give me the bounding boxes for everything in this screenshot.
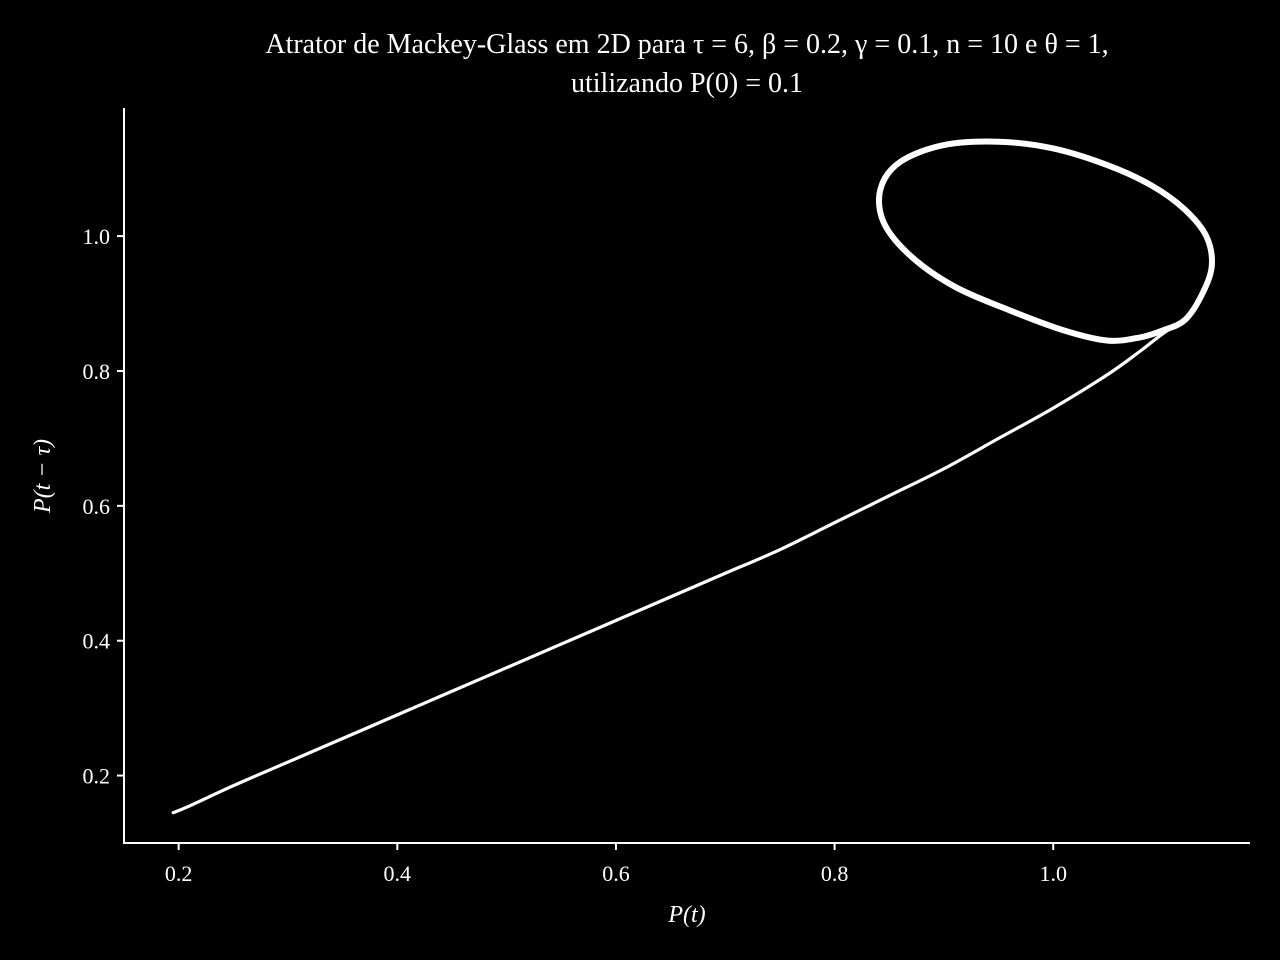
y-tick-label: 0.6 [83,494,111,519]
x-tick-label: 0.8 [821,861,849,886]
y-tick-label: 1.0 [83,224,111,249]
y-tick-label: 0.2 [83,764,111,789]
y-tick-label: 0.4 [83,629,111,654]
y-tick-label: 0.8 [83,359,111,384]
chart-title-line-1: Atrator de Mackey-Glass em 2D para τ = 6… [265,29,1108,60]
x-tick-label: 0.4 [384,861,412,886]
y-axis-label: P(t − τ) [30,439,56,514]
x-tick-label: 1.0 [1039,861,1067,886]
x-tick-label: 0.2 [165,861,193,886]
trajectory-limit-cycle-line [875,138,1215,344]
chart-title-line-2: utilizando P(0) = 0.1 [571,68,803,99]
x-axis-label: P(t) [667,902,705,928]
y-axis-ticks: 0.2 0.4 0.6 0.8 1.0 [83,224,124,789]
x-tick-label: 0.6 [602,861,630,886]
series-layer [171,138,1215,815]
trajectory-transient-line [171,318,1187,815]
x-axis-ticks: 0.2 0.4 0.6 0.8 1.0 [165,843,1067,886]
